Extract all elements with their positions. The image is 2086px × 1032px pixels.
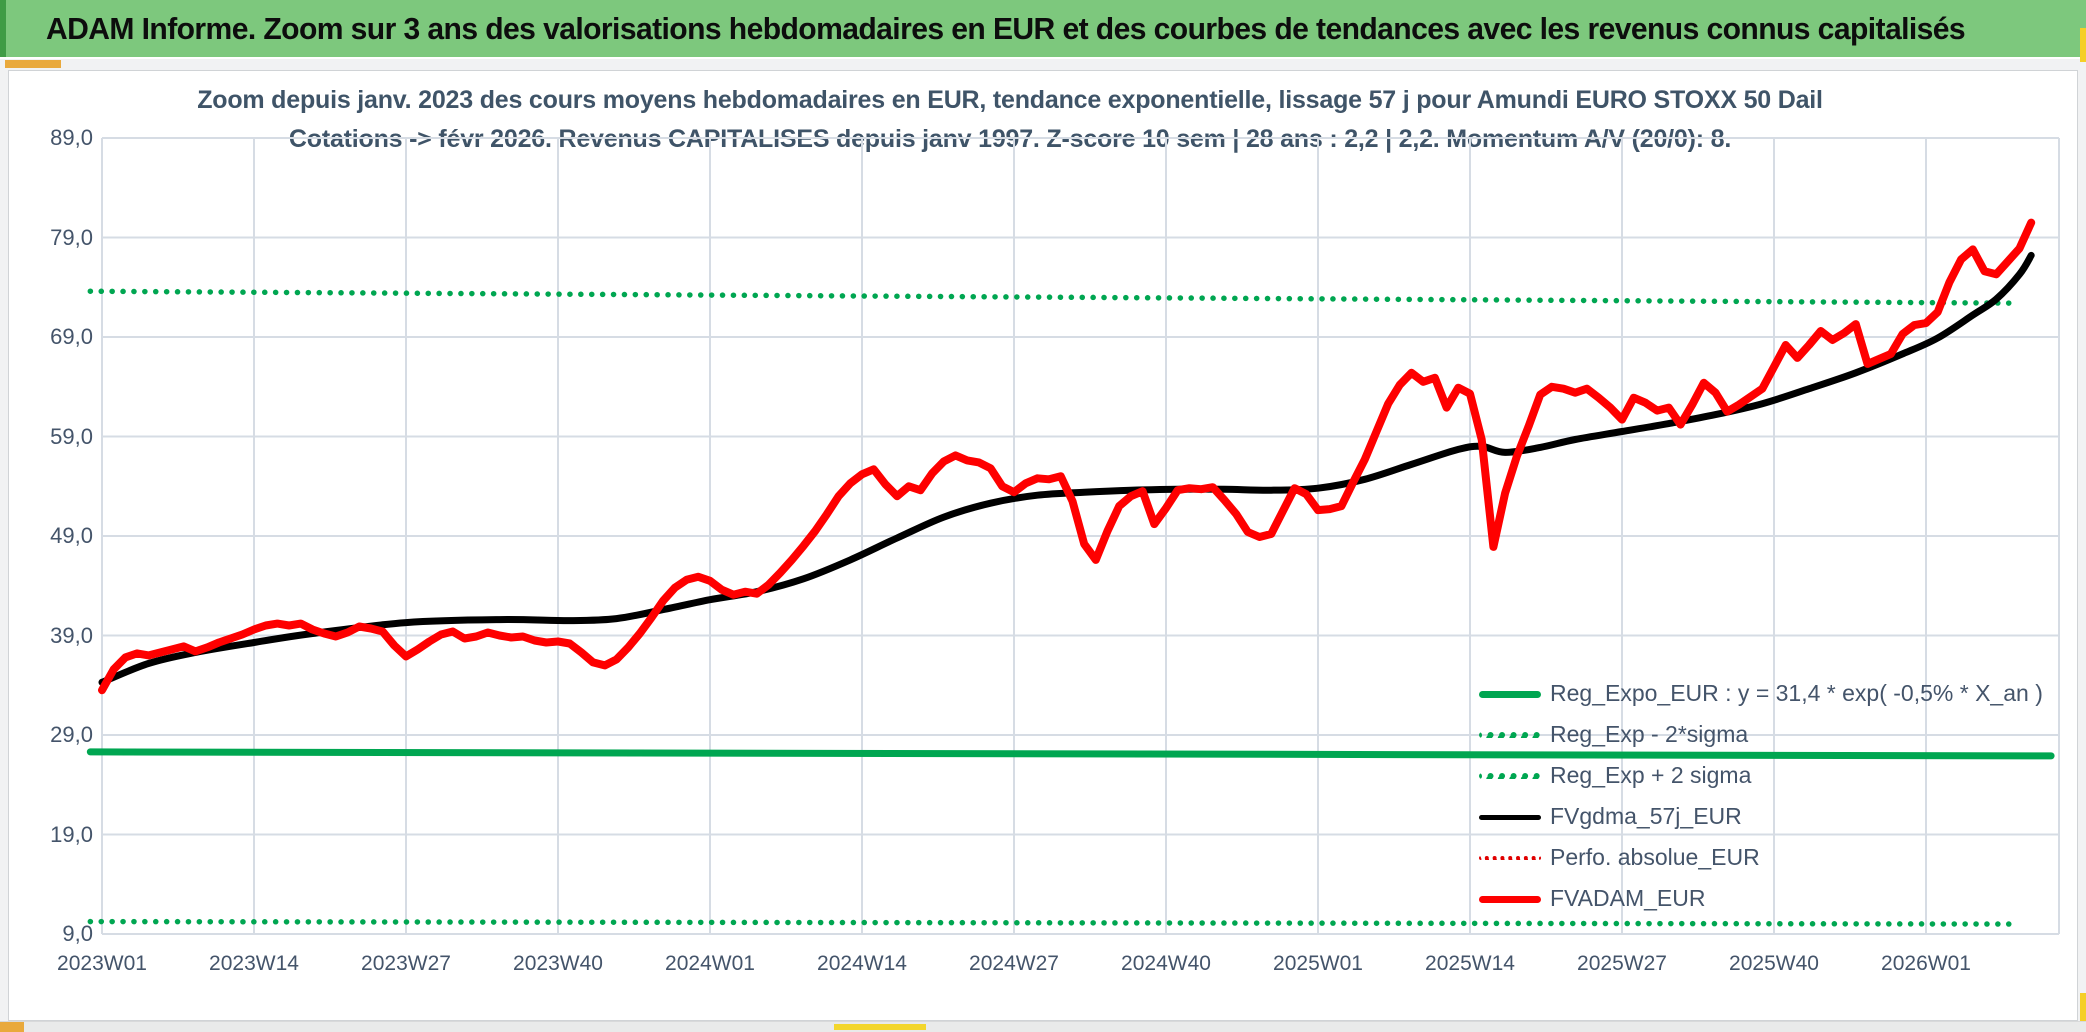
legend-label: Reg_Exp - 2*sigma [1550, 721, 1749, 747]
y-axis-tick-label: 79,0 [50, 225, 93, 250]
y-axis-tick-label: 19,0 [50, 822, 93, 847]
series-perfo-absolue-eur[interactable] [100, 221, 2033, 692]
y-axis-tick-label: 59,0 [50, 424, 93, 449]
trend-reg-expo-eur[interactable] [86, 748, 2055, 760]
bottom-yellow-marker [834, 1024, 926, 1030]
legend-swatch-red-solid-icon [1479, 894, 1541, 904]
legend-swatch-black-solid-icon [1479, 812, 1541, 822]
legend-item-0[interactable]: Reg_Expo_EUR : y = 31,4 * exp( -0,5% * X… [1479, 673, 2069, 714]
bottom-left-corner-mark [0, 1022, 24, 1032]
legend-item-4[interactable]: Perfo. absolue_EUR [1479, 837, 2069, 878]
legend-label: Reg_Expo_EUR : y = 31,4 * exp( -0,5% * X… [1550, 680, 2043, 706]
accent-mark-bottom-right [2080, 993, 2086, 1031]
chart-title-line1: Zoom depuis janv. 2023 des cours moyens … [197, 86, 1823, 114]
x-axis-tick-label: 2025W01 [1273, 952, 1363, 975]
legend-item-5[interactable]: FVADAM_EUR [1479, 878, 2069, 919]
x-axis-tick-label: 2025W27 [1577, 952, 1667, 975]
x-axis-tick-label: 2026W01 [1881, 952, 1971, 975]
y-axis-tick-label: 9,0 [62, 921, 93, 946]
trend-reg-exp-2-sigma[interactable] [87, 288, 2023, 306]
legend-swatch-green-dot-icon [1479, 771, 1541, 781]
x-axis-tick-label: 2024W14 [817, 952, 907, 975]
accent-mark-top-right [2080, 28, 2086, 62]
x-axis-tick-label: 2025W40 [1729, 952, 1819, 975]
chart-card[interactable]: Zoom depuis janv. 2023 des cours moyens … [8, 70, 2078, 1021]
x-axis-tick-label: 2024W01 [665, 952, 755, 975]
x-axis-tick-label: 2025W14 [1425, 952, 1515, 975]
legend-label: FVADAM_EUR [1550, 885, 1706, 911]
banner-title: ADAM Informe. Zoom sur 3 ans des valoris… [46, 10, 1966, 46]
series-fvadam-eur[interactable] [98, 218, 2036, 695]
x-axis-tick-label: 2023W14 [209, 952, 299, 975]
title-banner: ADAM Informe. Zoom sur 3 ans des valoris… [0, 0, 2086, 59]
trend-reg-exp-2-sigma[interactable] [87, 918, 2023, 927]
accent-mark-top-left [5, 60, 61, 68]
legend-swatch-green-solid-icon [1479, 689, 1541, 699]
legend-label: Perfo. absolue_EUR [1550, 844, 1760, 870]
y-axis-tick-label: 69,0 [50, 324, 93, 349]
chart-title: Zoom depuis janv. 2023 des cours moyens … [110, 81, 1910, 159]
legend-label: FVgdma_57j_EUR [1550, 803, 1742, 829]
x-axis-tick-label: 2024W27 [969, 952, 1059, 975]
y-axis-tick-label: 39,0 [50, 623, 93, 648]
x-axis-tick-label: 2023W01 [57, 952, 147, 975]
legend-label: Reg_Exp + 2 sigma [1550, 762, 1752, 788]
y-axis-tick-label: 49,0 [50, 523, 93, 548]
legend-item-2[interactable]: Reg_Exp + 2 sigma [1479, 755, 2069, 796]
x-axis-tick-label: 2023W40 [513, 952, 603, 975]
bottom-scroll-strip[interactable] [0, 1021, 2086, 1032]
legend-item-1[interactable]: Reg_Exp - 2*sigma [1479, 714, 2069, 755]
y-axis-tick-label: 29,0 [50, 722, 93, 747]
series-fvgdma-57j-eur[interactable] [98, 251, 2035, 686]
legend-item-3[interactable]: FVgdma_57j_EUR [1479, 796, 2069, 837]
x-axis-tick-label: 2024W40 [1121, 952, 1211, 975]
legend-swatch-red-dot-icon [1479, 853, 1541, 863]
y-axis-tick-label: 89,0 [50, 125, 93, 150]
chart-legend[interactable]: Reg_Expo_EUR : y = 31,4 * exp( -0,5% * X… [1479, 673, 2069, 919]
gridlines [101, 137, 2060, 935]
banner-left-edge-mark [0, 0, 6, 57]
legend-swatch-green-dot-icon [1479, 730, 1541, 740]
x-axis-tick-label: 2023W27 [361, 952, 451, 975]
